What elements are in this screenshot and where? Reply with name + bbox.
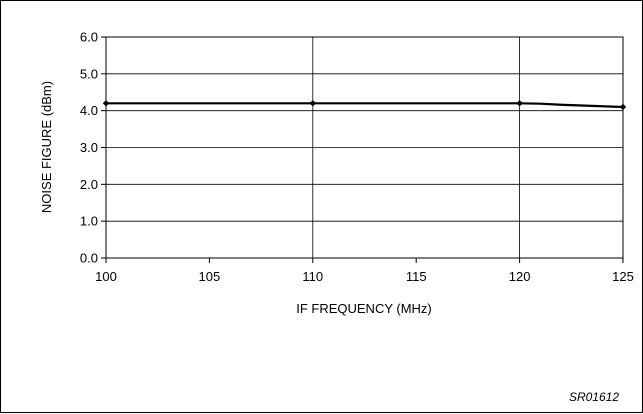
x-axis-title: IF FREQUENCY (MHz) [296, 301, 432, 316]
tick-labels: 0.0 1.0 2.0 3.0 4.0 5.0 6.0 100 105 110 115 120 125 [80, 30, 634, 285]
y-tick-label: 4.0 [80, 103, 98, 118]
x-tick-label: 125 [612, 269, 634, 284]
y-tick-label: 2.0 [80, 177, 98, 192]
data-point-marker [102, 100, 110, 107]
y-tick-label: 5.0 [80, 66, 98, 81]
data-point-marker [516, 100, 523, 107]
y-axis-title: NOISE FIGURE (dBm) [39, 81, 54, 213]
figure-code: SR01612 [569, 390, 619, 404]
x-tick-label: 115 [406, 269, 427, 284]
plot-frame [105, 36, 624, 259]
y-tick-label: 6.0 [80, 30, 98, 45]
x-tick-label: 100 [95, 269, 117, 284]
x-tick-label: 120 [509, 269, 531, 284]
marker-layer [102, 100, 627, 111]
axes [101, 36, 624, 263]
data-point-marker [309, 100, 316, 107]
grid-lines [105, 36, 624, 259]
y-tick-label: 0.0 [80, 251, 98, 266]
series-layer [106, 102, 624, 109]
y-tick-label: 1.0 [80, 214, 98, 229]
data-point-marker [619, 103, 627, 111]
y-tick-label: 3.0 [80, 140, 98, 155]
series-line [106, 102, 624, 109]
x-tick-label: 105 [199, 269, 221, 284]
x-tick-label: 110 [302, 269, 323, 284]
